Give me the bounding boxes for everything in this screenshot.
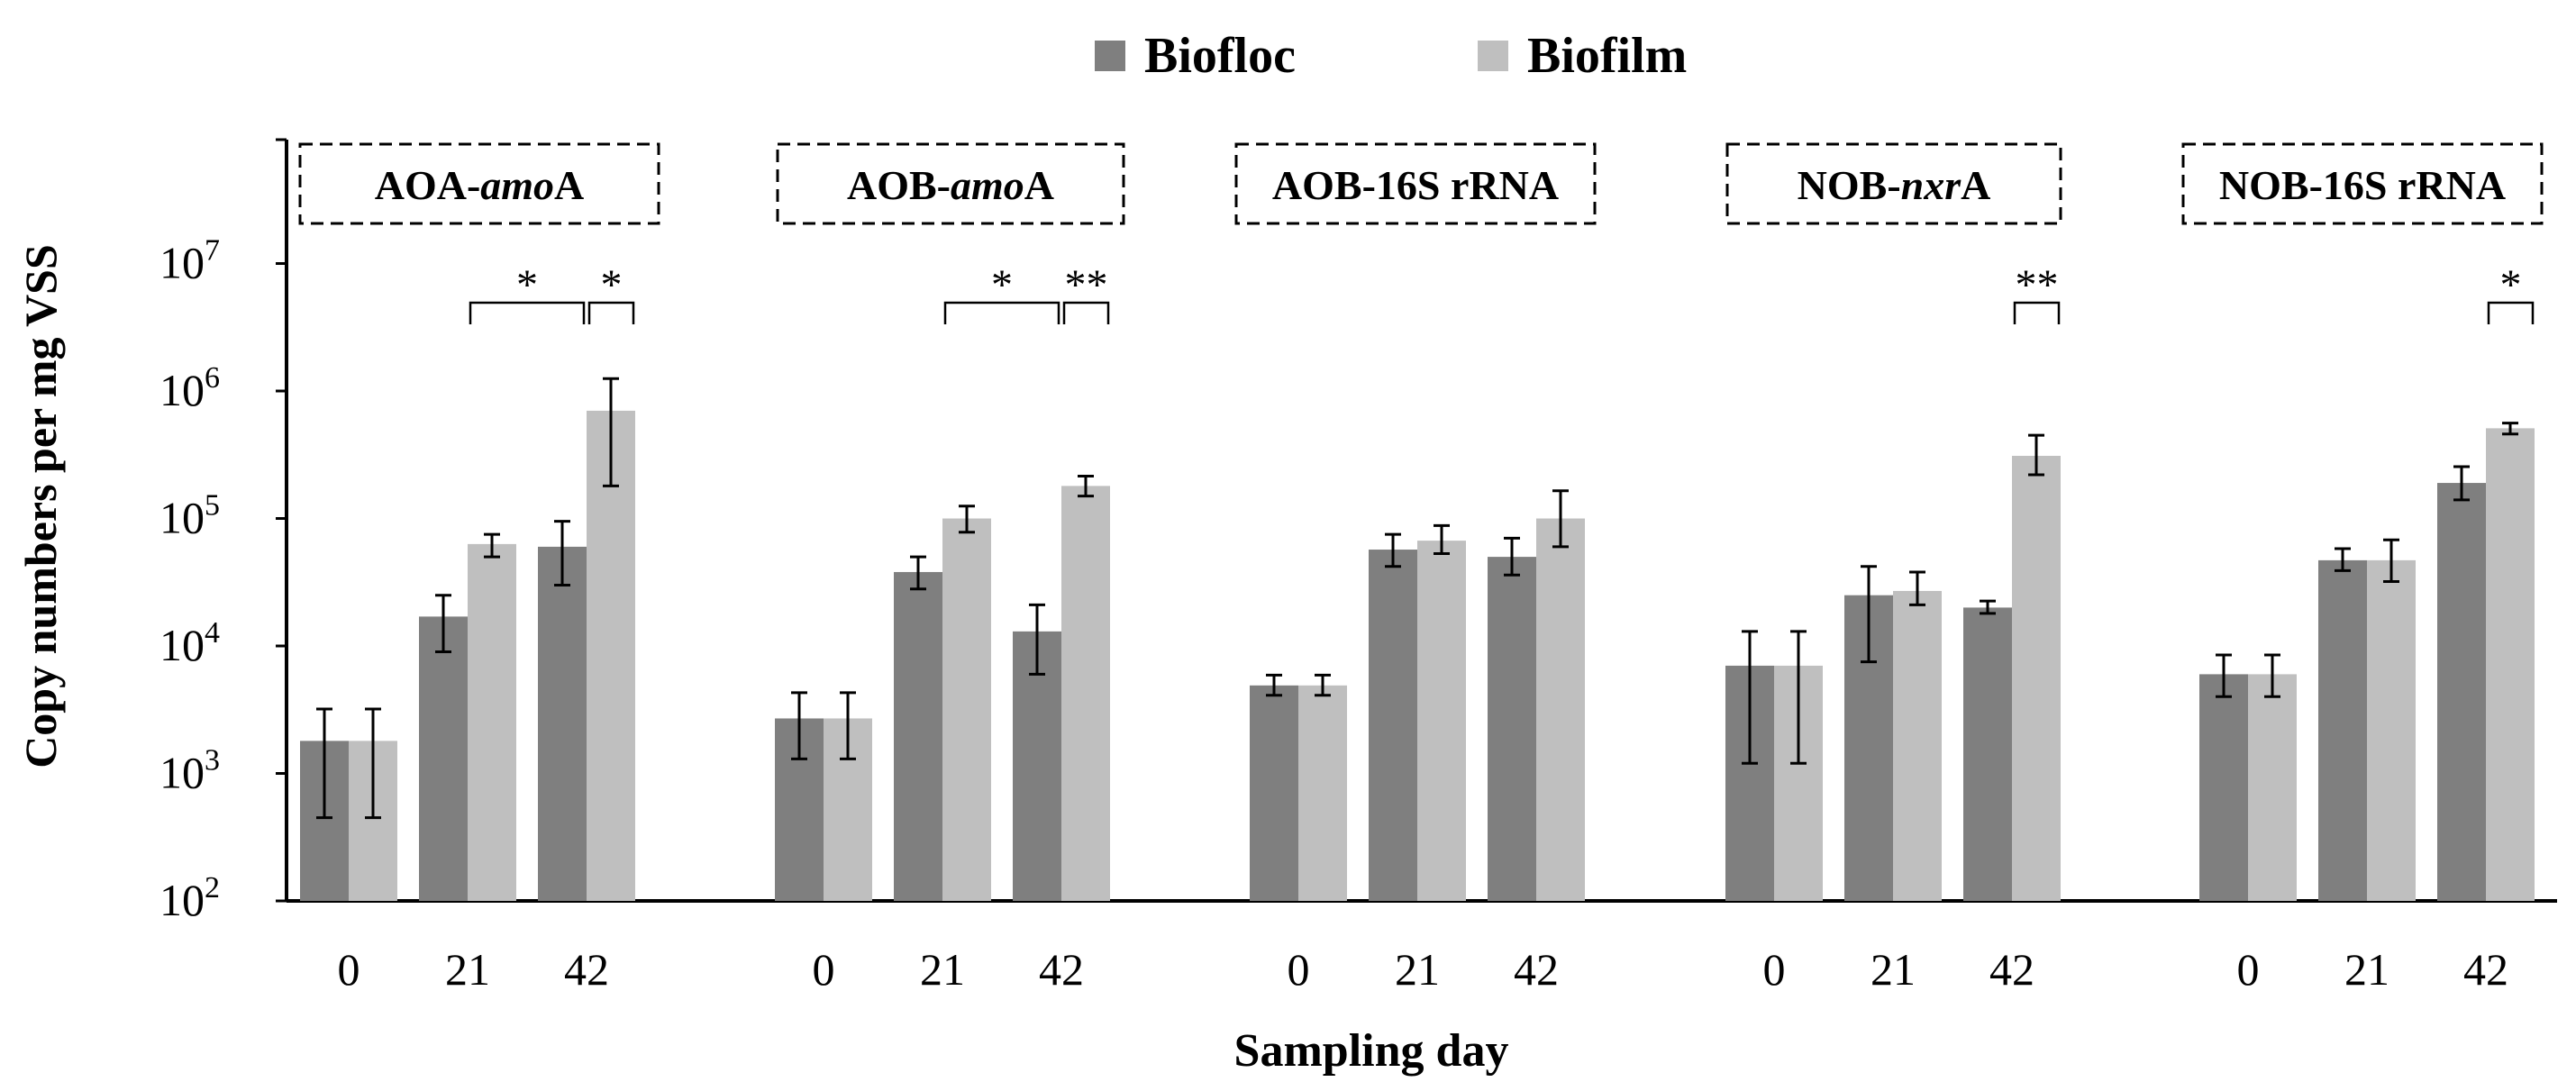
group-label-box <box>776 142 1125 225</box>
x-tick-label: 0 <box>2237 944 2260 995</box>
bar-biofilm <box>1417 541 1466 901</box>
x-tick-label: 42 <box>1514 944 1559 995</box>
bar-biofloc <box>1013 631 1061 901</box>
x-tick-label: 0 <box>338 944 360 995</box>
bar-biofloc <box>2437 483 2486 901</box>
y-tick-label: 105 <box>159 489 220 543</box>
group-3: NOB-nxrA ** <box>1725 142 2062 901</box>
significance-label: * <box>516 261 538 309</box>
x-tick-label: 21 <box>1395 944 1440 995</box>
bar-biofilm <box>2012 455 2061 901</box>
legend-label-biofilm: Biofilm <box>1527 28 1687 84</box>
bar-biofilm <box>587 410 635 901</box>
x-tick-label: 0 <box>813 944 835 995</box>
legend: Biofloc Biofilm <box>1095 28 1687 84</box>
legend-swatch-biofloc <box>1095 41 1125 71</box>
y-tick-label: 102 <box>159 871 220 925</box>
bar-biofilm <box>1298 685 1347 901</box>
bar-biofilm <box>1061 486 1110 901</box>
x-tick-label: 42 <box>564 944 609 995</box>
group-label-box <box>1725 142 2062 225</box>
bar-biofilm <box>1536 518 1585 901</box>
x-tick-label: 21 <box>920 944 965 995</box>
legend-swatch-biofilm <box>1478 41 1508 71</box>
y-tick-label: 103 <box>159 744 220 798</box>
x-tick-label: 42 <box>1989 944 2034 995</box>
significance-bracket <box>587 301 635 324</box>
x-axis-label: Sampling day <box>1234 1025 1509 1077</box>
y-tick-label: 107 <box>159 234 220 288</box>
bar-biofilm <box>1893 590 1942 901</box>
bar-biofloc <box>419 616 468 901</box>
bar-biofloc <box>538 546 587 901</box>
y-axis: 102 103 104 105 106 107 <box>159 138 2557 925</box>
significance-label: ** <box>1065 261 1108 309</box>
bar-biofloc <box>2318 559 2367 901</box>
significance-label: * <box>601 261 623 309</box>
y-axis-label: Copy numbers per mg VSS <box>15 244 66 768</box>
group-label-box <box>1234 142 1597 225</box>
bar-biofloc <box>1250 685 1298 901</box>
bar-biofilm <box>942 518 991 901</box>
x-axis: 0 21 42 0 21 42 0 21 42 0 21 42 0 21 42 <box>338 944 2509 995</box>
significance-bracket <box>1062 301 1110 324</box>
group-label: AOB-16S rRNA <box>1272 162 1559 208</box>
group-label-box <box>298 142 660 225</box>
significance-label: * <box>991 261 1013 309</box>
bar-groups: AOA-amoA* *AOB-amoA* **AOB-16S rRNA NOB-nxr… <box>298 142 2544 902</box>
significance-label: * <box>2500 261 2522 309</box>
y-tick-label: 104 <box>159 616 220 670</box>
significance-bracket <box>943 301 1060 324</box>
bar-biofilm <box>2367 559 2416 901</box>
x-tick-label: 42 <box>1039 944 1084 995</box>
bar-biofilm <box>2486 428 2535 902</box>
bar-biofloc <box>1369 550 1417 901</box>
y-tick-label: 106 <box>159 361 220 415</box>
significance-label: ** <box>2016 261 2059 309</box>
group-2: AOB-16S rRNA <box>1234 142 1597 901</box>
bar-biofloc <box>2199 674 2248 901</box>
x-tick-label: 42 <box>2463 944 2508 995</box>
x-tick-label: 21 <box>445 944 490 995</box>
significance-bracket <box>469 301 586 324</box>
group-label: NOB-16S rRNA <box>2219 162 2506 208</box>
bar-biofloc <box>894 571 942 901</box>
group-label: AOA-amoA <box>375 162 585 208</box>
bar-biofilm <box>2248 674 2297 901</box>
bar-biofilm <box>468 543 516 901</box>
bar-biofloc <box>1963 607 2012 901</box>
x-tick-label: 21 <box>2344 944 2389 995</box>
significance-bracket <box>2013 301 2061 324</box>
x-tick-label: 21 <box>1871 944 1916 995</box>
legend-label-biofloc: Biofloc <box>1144 28 1296 84</box>
group-4: NOB-16S rRNA * <box>2181 142 2544 902</box>
group-1: AOB-amoA* ** <box>775 142 1125 901</box>
bar-biofloc <box>1488 557 1536 901</box>
x-tick-label: 0 <box>1763 944 1786 995</box>
group-label: NOB-nxrA <box>1798 162 1991 208</box>
x-tick-label: 0 <box>1288 944 1310 995</box>
group-label-box <box>2181 142 2544 225</box>
group-0: AOA-amoA * * <box>298 142 660 901</box>
significance-bracket <box>2487 301 2535 324</box>
group-label: AOB-amoA <box>847 162 1054 208</box>
